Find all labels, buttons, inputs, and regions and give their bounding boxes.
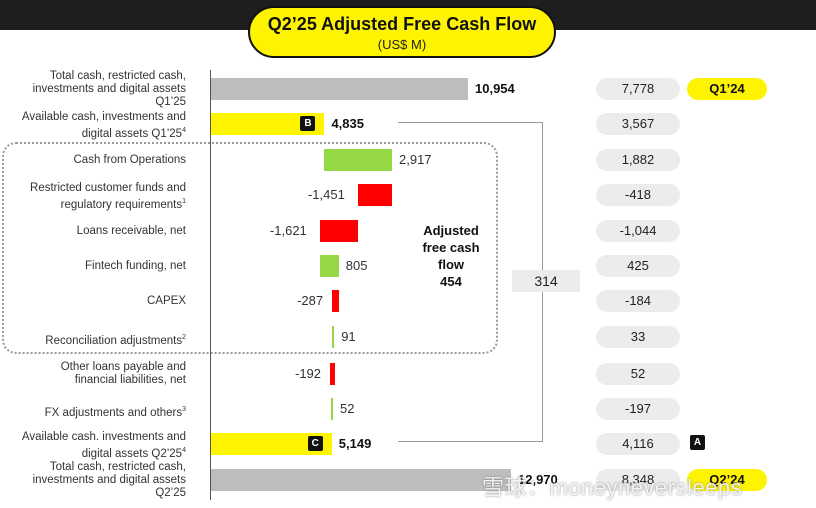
data-label-4: -1,621 <box>269 223 307 238</box>
row-label-line: regulatory requirements1 <box>60 198 186 211</box>
bar-11 <box>211 469 511 491</box>
footnote-marker: 2 <box>182 333 186 341</box>
row-label-0: Total cash, restricted cash, investments … <box>33 70 186 109</box>
data-label-8: -192 <box>295 366 322 381</box>
row-label-line: Restricted customer funds and <box>30 182 186 194</box>
row-label-line: Reconciliation adjustments2 <box>45 333 186 347</box>
row-label-3: Restricted customer funds and regulatory … <box>30 182 186 212</box>
row-label-4: Loans receivable, net <box>77 225 186 238</box>
footnote-marker: 3 <box>182 405 186 413</box>
bar-8 <box>330 363 335 385</box>
comparison-value-1: 3,567 <box>596 113 680 135</box>
row-label-line: financial liabilities, net <box>74 374 186 386</box>
afcf-line-1: Adjusted <box>423 223 479 238</box>
data-label-6: -287 <box>297 293 324 308</box>
data-label-10: 5,149 <box>338 436 372 451</box>
row-label-8: Other loans payable and financial liabili… <box>61 361 186 387</box>
row-label-5: Fintech funding, net <box>85 260 186 273</box>
period-tag-bottom: Q2’24 <box>687 469 767 491</box>
bar-6 <box>332 290 339 312</box>
comparison-value-11: 8,348 <box>596 469 680 491</box>
bar-0 <box>211 78 468 100</box>
footnote-marker: 4 <box>182 447 186 454</box>
bar-2 <box>323 149 392 171</box>
row-label-line: Fintech funding, net <box>84 259 186 272</box>
row-label-9: FX adjustments and others3 <box>45 403 186 420</box>
bar-10 <box>211 433 332 455</box>
data-label-2: 2,917 <box>399 152 432 167</box>
comparison-value-5: 425 <box>596 255 680 277</box>
row-label-line: Available cash, investments and <box>21 111 186 123</box>
operating-items-group <box>2 142 498 354</box>
row-label-line: Q2’25 <box>155 486 186 499</box>
data-label-0: 10,954 <box>475 81 515 96</box>
row-label-line: digital assets Q1’254 <box>81 127 186 140</box>
afcf-line-3: flow <box>438 257 464 272</box>
footnote-marker: 4 <box>182 127 186 134</box>
row-label-line: Other loans payable and <box>60 361 186 373</box>
comparison-value-8: 52 <box>596 363 680 385</box>
row-label-line: investments and digital assets <box>32 82 186 95</box>
data-label-9: 52 <box>340 401 355 416</box>
bar-9 <box>331 398 333 420</box>
comparison-value-0: 7,778 <box>596 78 680 100</box>
row-label-line: investments and digital assets <box>32 473 186 486</box>
row-label-line: FX adjustments and others3 <box>44 405 186 419</box>
row-label-10: Available cash. investments and digital a… <box>22 431 186 461</box>
badge-B: B <box>300 116 316 131</box>
bar-4 <box>319 220 358 242</box>
period-tag-top: Q1’24 <box>687 78 767 100</box>
adjusted-fcf-annotation: Adjusted free cash flow 454 <box>412 222 490 290</box>
comparison-value-7: 33 <box>596 326 680 348</box>
row-label-line: Cash from Operations <box>73 153 187 166</box>
bar-3 <box>357 184 392 206</box>
afcf-line-2: free cash <box>422 240 480 255</box>
comparison-value-9: -197 <box>596 398 680 420</box>
chart-unit: (US$ M) <box>377 37 427 52</box>
comparison-value-6: -184 <box>596 290 680 312</box>
data-label-1: 4,835 <box>331 116 364 131</box>
title-pill: Q2’25 Adjusted Free Cash Flow (US$ M) <box>248 6 556 58</box>
comparison-value-3: -418 <box>596 184 680 206</box>
watermark: 雪球：moneyneversleeps <box>482 475 743 500</box>
bar-7 <box>332 326 335 348</box>
row-label-line: digital assets Q2’254 <box>81 447 186 460</box>
comparison-value-4: -1,044 <box>596 220 680 242</box>
footnote-marker: 1 <box>182 198 186 205</box>
afcf-value: 454 <box>440 274 462 289</box>
row-label-7: Reconciliation adjustments2 <box>45 331 186 348</box>
badge-A: A <box>690 435 705 450</box>
row-label-line: Total cash, restricted cash, <box>49 460 186 473</box>
bracket-value: 314 <box>512 270 580 292</box>
data-label-5: 805 <box>345 258 368 273</box>
data-label-11: 12,970 <box>518 472 558 487</box>
badge-C: C <box>307 436 323 451</box>
row-label-line: Total cash, restricted cash, <box>49 69 186 82</box>
row-label-line: Loans receivable, net <box>76 224 186 237</box>
comparison-value-2: 1,882 <box>596 149 680 171</box>
row-label-11: Total cash, restricted cash, investments … <box>33 461 186 500</box>
data-label-7: 91 <box>341 329 356 344</box>
row-label-6: CAPEX <box>147 295 186 308</box>
row-label-line: Available cash. investments and <box>21 431 186 443</box>
bar-5 <box>319 255 339 277</box>
comparison-value-10: 4,116 <box>596 433 680 455</box>
row-label-line: Q1’25 <box>155 95 186 108</box>
data-label-3: -1,451 <box>307 187 345 202</box>
chart-title: Q2’25 Adjusted Free Cash Flow <box>267 14 537 34</box>
bar-1 <box>211 113 325 135</box>
row-label-1: Available cash, investments and digital a… <box>22 111 186 141</box>
row-label-2: Cash from Operations <box>74 154 187 167</box>
row-label-line: CAPEX <box>147 294 186 307</box>
y-axis-line <box>210 70 211 500</box>
